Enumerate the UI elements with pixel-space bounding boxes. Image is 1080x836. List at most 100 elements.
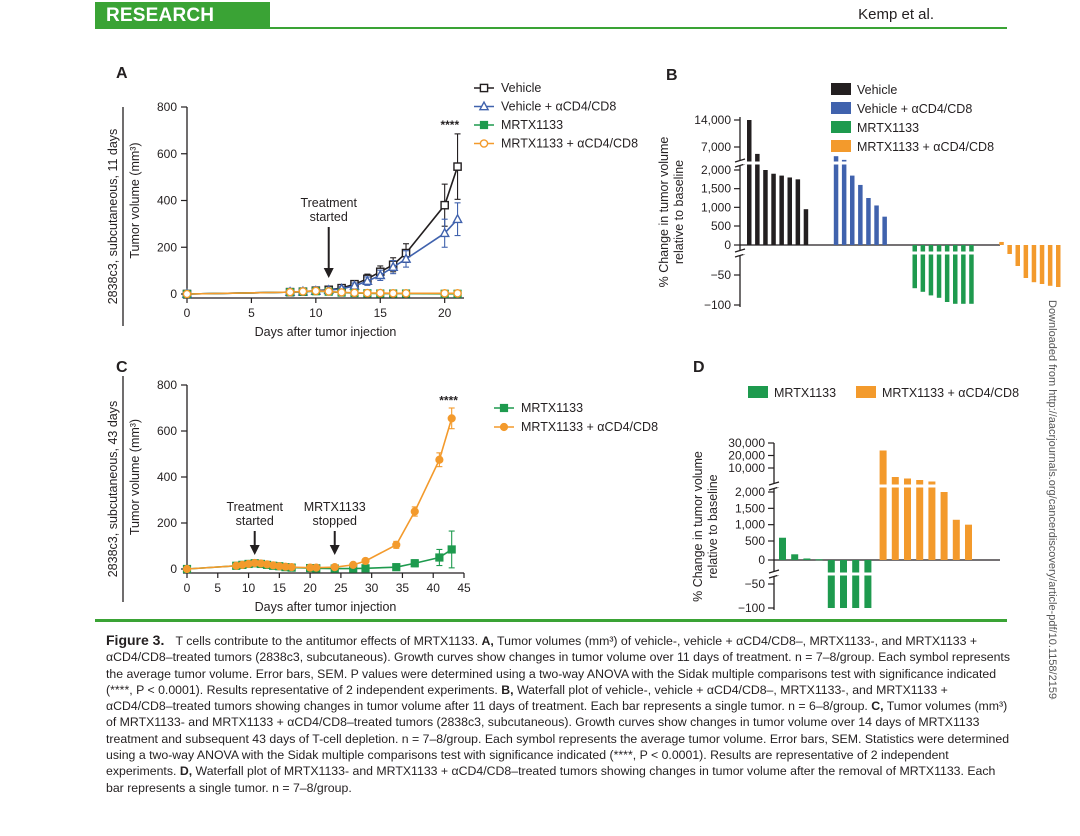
legend-label: MRTX1133 + αCD4/CD8: [501, 137, 638, 151]
y-tick-label: 20,000: [728, 449, 765, 463]
figure-caption: Figure 3. T cells contribute to the anti…: [106, 632, 1010, 796]
waterfall-bar: [841, 159, 847, 245]
data-point: [375, 288, 385, 298]
caption-text: Waterfall plot of MRTX1133- and MRTX1133…: [106, 764, 996, 795]
legend-vehicle_cd-marker: [478, 100, 490, 111]
series-line: [186, 418, 453, 570]
legend-vehicle-marker: [479, 83, 489, 93]
waterfall-bar: [912, 245, 917, 289]
y-tick-label: −50: [711, 268, 732, 282]
y-axis-title: % Change in tumor volume: [691, 451, 705, 602]
waterfall-bar: [771, 173, 776, 245]
data-point: [298, 287, 308, 296]
data-point: [435, 553, 444, 562]
data-point: [387, 261, 399, 272]
y-axis-title: relative to baseline: [672, 160, 686, 264]
data-point: [452, 213, 463, 224]
bar-break-gap: [777, 484, 1003, 488]
legend-label: MRTX1133: [501, 118, 563, 132]
series-mrtx_cd: [182, 407, 456, 574]
waterfall-bar: [879, 450, 887, 560]
data-point: [361, 556, 370, 566]
y-tick-label: 1,500: [701, 182, 731, 196]
caption-text: Tumor volumes (mm³) of vehicle-, vehicle…: [106, 634, 1010, 697]
data-point: [285, 287, 295, 297]
legend-mrtx_cd-marker: [499, 422, 509, 432]
cohort-label: 2838c3, subcutaneous, 43 days: [106, 401, 120, 578]
y-tick-label: 400: [157, 470, 177, 484]
legend-swatch-vehicle: [831, 83, 851, 95]
annotation-text: Treatment: [226, 500, 283, 514]
waterfall-bar: [850, 175, 855, 245]
legend-swatch-mrtx: [748, 386, 768, 398]
panel-letter: B: [666, 67, 678, 84]
waterfall-bar: [779, 537, 786, 560]
x-tick-label: 10: [309, 306, 323, 320]
axis-break-gap: [769, 483, 779, 489]
legend-label: MRTX1133 + αCD4/CD8: [857, 140, 994, 154]
annotation-text: started: [310, 210, 348, 224]
axis-break-mark: [734, 248, 746, 253]
y-tick-label: 500: [711, 219, 731, 233]
header-rule: [95, 27, 1007, 29]
y-tick-label: 800: [157, 100, 177, 114]
data-point: [350, 288, 359, 298]
waterfall-bar: [1031, 245, 1037, 283]
series-line: [186, 218, 459, 295]
waterfall-bar: [803, 209, 809, 245]
axis-break-gap: [769, 571, 779, 577]
caption-panel-ref: B,: [501, 682, 514, 697]
waterfall-bar: [1015, 245, 1020, 266]
data-point: [440, 200, 449, 210]
waterfall-bar: [852, 560, 860, 608]
legend-swatch-mrtx_cd: [856, 386, 876, 398]
legend-mrtx_cd-marker: [479, 139, 489, 148]
data-point: [337, 288, 346, 297]
y-axis-title: Tumor volume (mm³): [128, 142, 142, 258]
data-point: [330, 563, 339, 572]
data-point: [440, 288, 449, 298]
legend-swatch-vehicle_cd: [831, 102, 851, 114]
caption-panel-ref: C,: [871, 699, 884, 714]
data-point: [361, 564, 370, 573]
annotation-arrow-head: [323, 268, 334, 278]
waterfall-bar: [936, 245, 942, 298]
x-tick-label: 45: [457, 581, 471, 595]
series-line: [186, 166, 459, 295]
data-point: [311, 286, 321, 296]
legend-swatch-mrtx_cd: [831, 140, 851, 152]
data-point: [401, 288, 411, 298]
waterfall-bar: [965, 524, 972, 560]
legend-label: Vehicle: [857, 83, 897, 97]
data-point: [182, 564, 192, 574]
caption-rule: [95, 619, 1007, 622]
waterfall-bar: [904, 478, 911, 560]
y-axis-title: % Change in tumor volume: [657, 137, 671, 288]
legend-label: MRTX1133 + αCD4/CD8: [521, 420, 658, 434]
waterfall-bar: [827, 560, 835, 608]
y-tick-label: 1,500: [735, 501, 765, 515]
legend-label: Vehicle + αCD4/CD8: [857, 102, 972, 116]
y-tick-label: −100: [738, 601, 765, 615]
y-tick-label: 1,000: [701, 200, 731, 214]
y-tick-label: −50: [745, 577, 766, 591]
annotation-text: MRTX1133: [304, 500, 366, 514]
axis-break-gap: [735, 250, 745, 256]
axis-break-mark: [768, 569, 780, 574]
x-tick-label: 15: [273, 581, 287, 595]
panel-b: B 14,000 7,000 2,000 1,500 1,000 500 0 −50 −100 % …: [657, 67, 1061, 312]
y-axis-title: relative to baseline: [706, 474, 720, 578]
data-point: [453, 162, 462, 171]
annotation-arrow-head: [329, 545, 340, 555]
waterfall-bar: [882, 216, 887, 245]
y-tick-label: 600: [157, 147, 177, 161]
legend-label: Vehicle: [501, 81, 541, 95]
x-tick-label: 10: [242, 581, 256, 595]
x-axis-title: Days after tumor injection: [255, 600, 397, 614]
waterfall-bar: [1007, 245, 1012, 254]
y-tick-label: 200: [157, 516, 177, 530]
waterfall-bar: [755, 153, 760, 245]
page-header: RESEARCH BRIEF Kemp et al.: [0, 0, 1010, 48]
annotation-text: started: [236, 514, 274, 528]
